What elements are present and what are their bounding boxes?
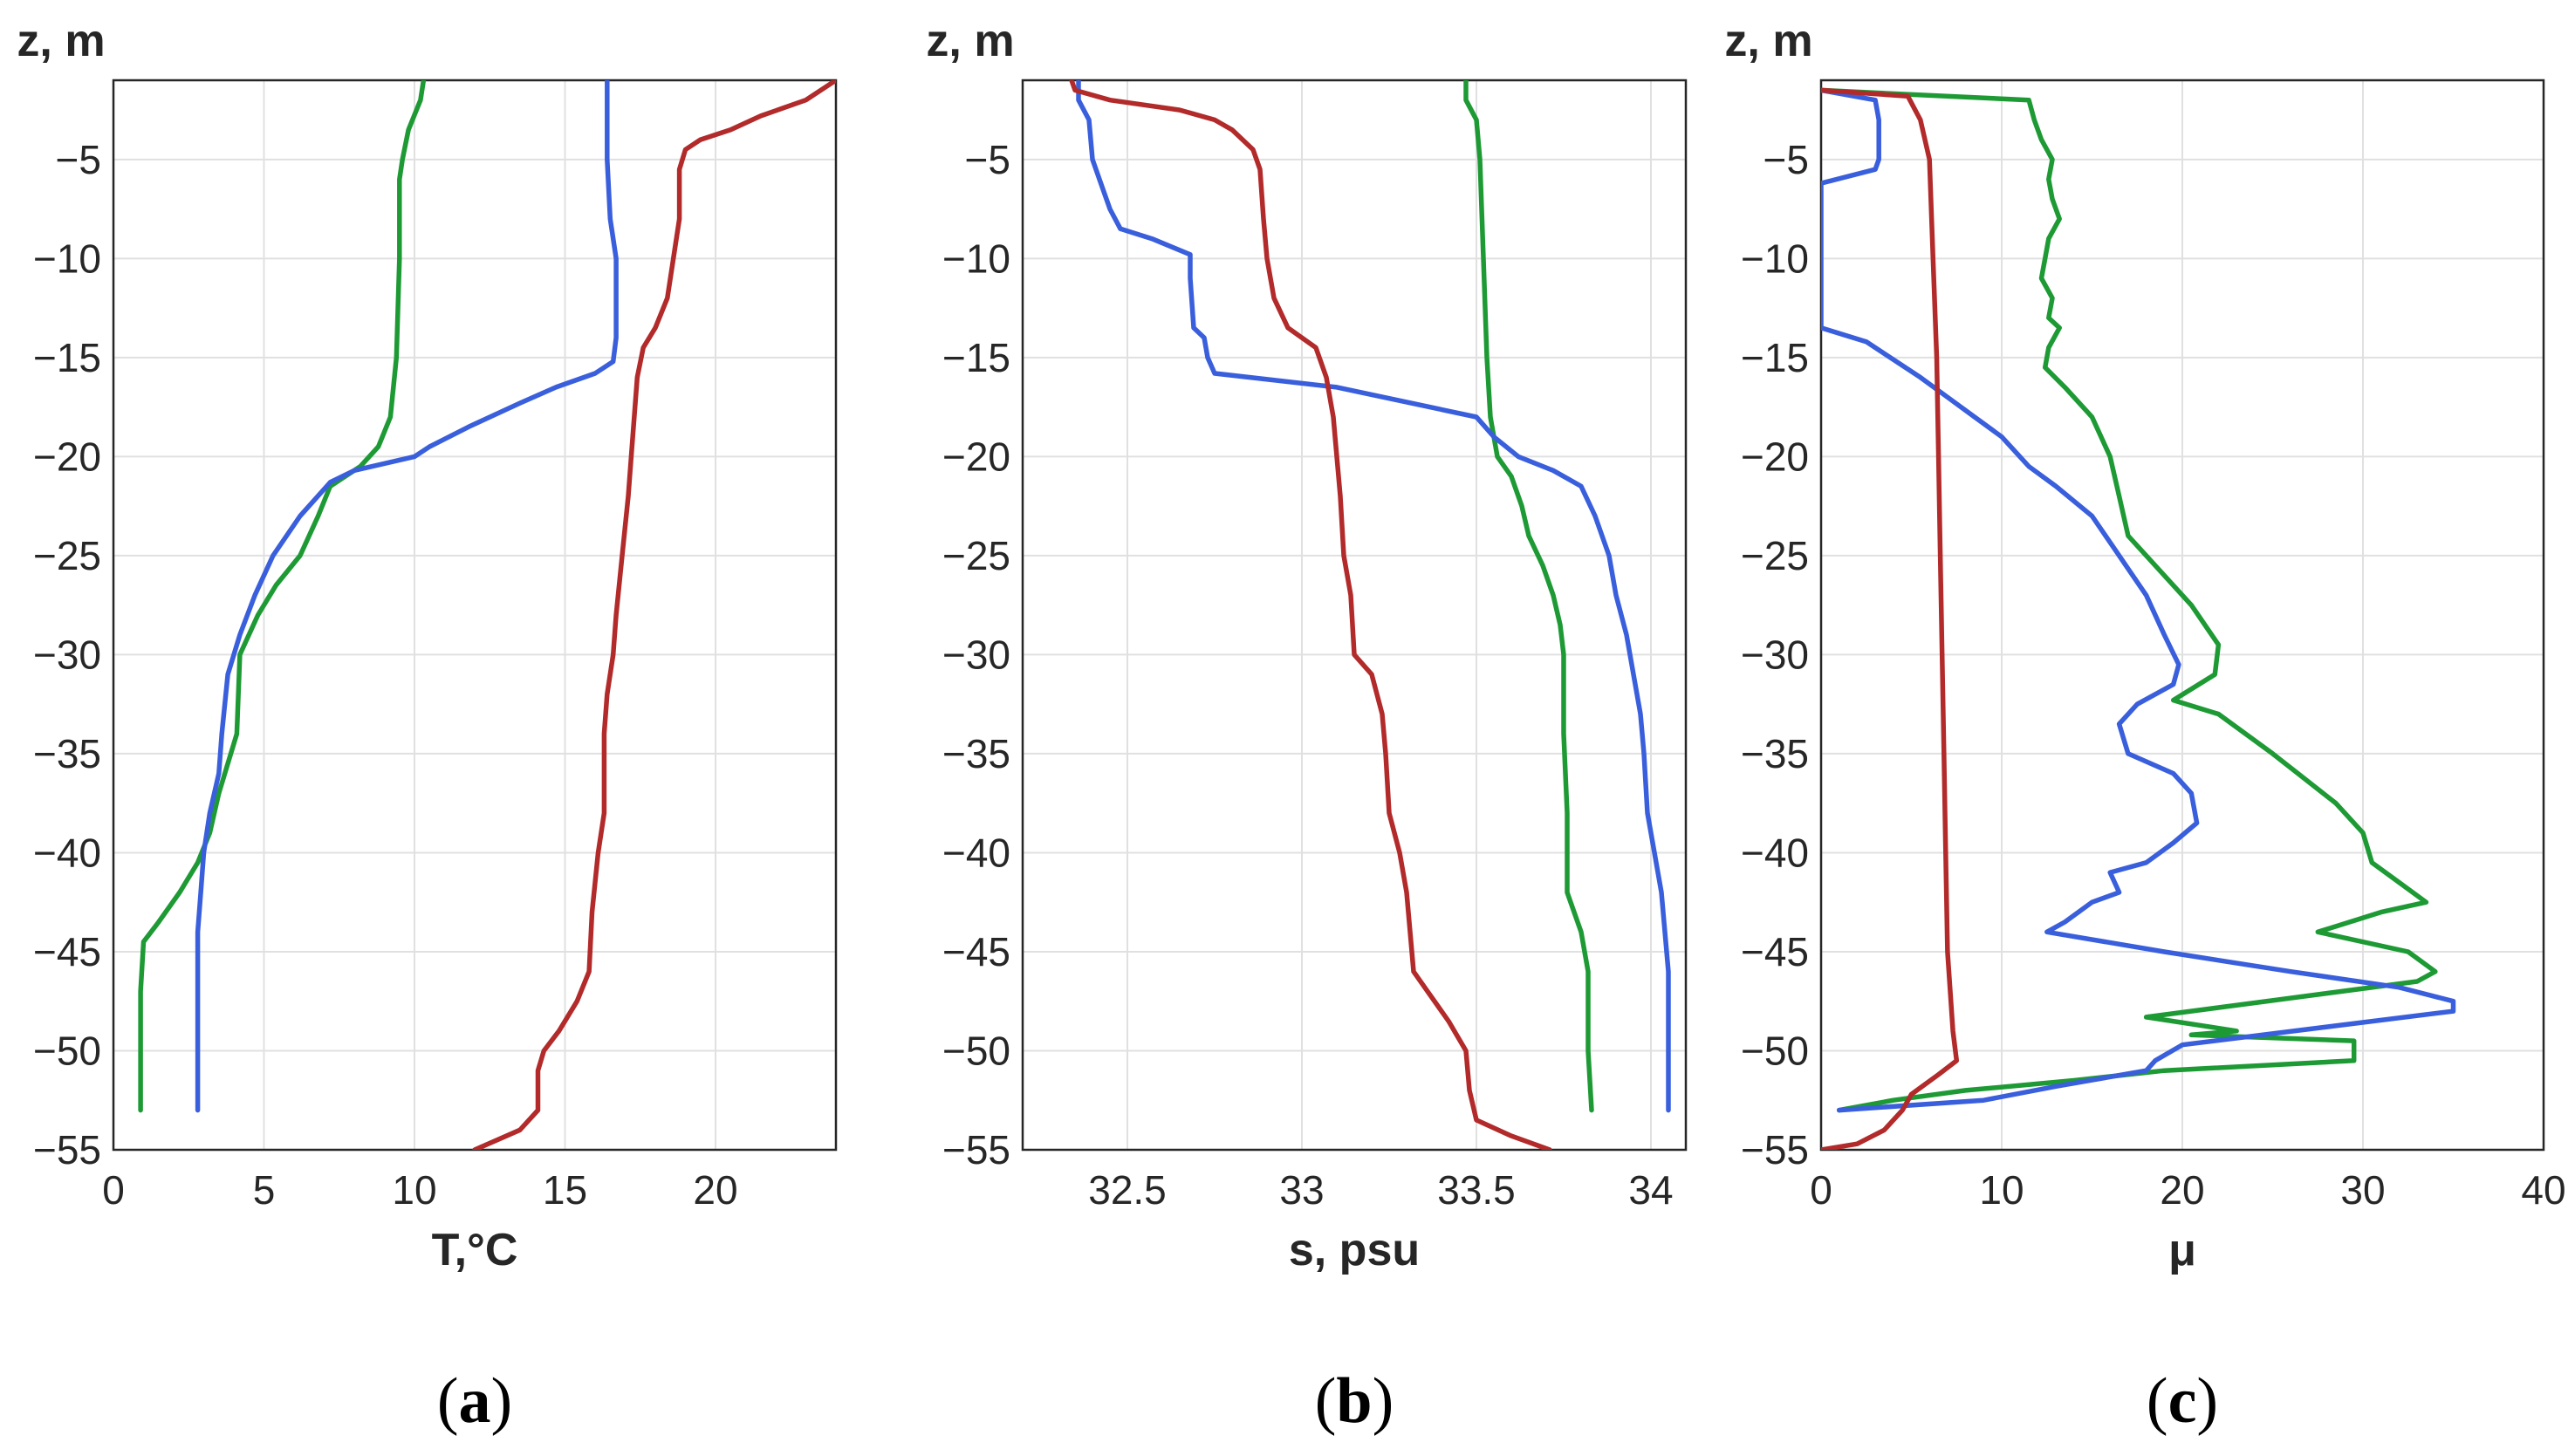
y-tick-label: −55 bbox=[942, 1127, 1010, 1172]
y-tick-label: −35 bbox=[1741, 731, 1809, 776]
y-tick-label: −5 bbox=[1763, 137, 1809, 182]
series-line-red bbox=[1069, 80, 1552, 1150]
y-tick-label: −15 bbox=[33, 335, 101, 380]
panel-caption: (c) bbox=[2147, 1365, 2218, 1437]
y-tick-label: −10 bbox=[942, 236, 1010, 281]
series-line-red bbox=[472, 80, 836, 1150]
x-tick-label: 40 bbox=[2521, 1167, 2565, 1213]
caption-open-paren: ( bbox=[2147, 1365, 2168, 1437]
y-axis-label: z, m bbox=[17, 16, 105, 66]
y-tick-label: −10 bbox=[33, 236, 101, 281]
panel-a: 0 5 10 15 20 −5 −10 −15 −20 −25 −30 −35 −40 −45 −50 −55… bbox=[17, 16, 838, 1437]
y-tick-label: −40 bbox=[33, 830, 101, 875]
y-tick-label: −20 bbox=[942, 434, 1010, 479]
y-tick-label: −45 bbox=[1741, 929, 1809, 974]
series-line-green bbox=[1821, 87, 2438, 1113]
y-tick-label: −55 bbox=[33, 1127, 101, 1172]
caption-close-paren: ) bbox=[491, 1365, 513, 1437]
y-tick-label: −30 bbox=[1741, 632, 1809, 677]
y-tick-label: −20 bbox=[33, 434, 101, 479]
plot-frame bbox=[1021, 79, 1688, 1152]
series-line-blue bbox=[1076, 80, 1671, 1113]
y-tick-label: −25 bbox=[942, 533, 1010, 578]
x-axis-label: T,°C bbox=[432, 1225, 518, 1275]
y-tick-label: −55 bbox=[1741, 1127, 1809, 1172]
plot-frame bbox=[112, 79, 838, 1152]
x-tick-label: 33 bbox=[1279, 1167, 1324, 1213]
y-tick-label: −5 bbox=[56, 137, 101, 182]
y-tick-label: −35 bbox=[942, 731, 1010, 776]
x-tick-label: 33.5 bbox=[1437, 1167, 1516, 1213]
y-axis-label: z, m bbox=[1724, 16, 1812, 66]
panel-caption: (a) bbox=[437, 1365, 512, 1437]
x-tick-label: 30 bbox=[2340, 1167, 2385, 1213]
panel-caption: (b) bbox=[1315, 1365, 1394, 1437]
y-axis-label: z, m bbox=[926, 16, 1014, 66]
y-tick-label: −25 bbox=[1741, 533, 1809, 578]
series-line-green bbox=[1463, 80, 1594, 1113]
caption-close-paren: ) bbox=[1373, 1365, 1394, 1437]
x-tick-label: 32.5 bbox=[1088, 1167, 1167, 1213]
x-tick-label: 10 bbox=[1979, 1167, 2024, 1213]
y-tick-label: −40 bbox=[942, 830, 1010, 875]
panel-b: 32.5 33 33.5 34 −5 −10 −15 −20 −25 −30 −35 −40 −45 −5… bbox=[926, 16, 1688, 1437]
caption-open-paren: ( bbox=[1315, 1365, 1337, 1437]
x-tick-label: 20 bbox=[2160, 1167, 2204, 1213]
x-axis-label: s, psu bbox=[1289, 1225, 1420, 1275]
x-axis-label: μ bbox=[2168, 1225, 2196, 1275]
series-line-green bbox=[138, 80, 427, 1113]
x-tick-label: 10 bbox=[392, 1167, 436, 1213]
x-tick-label: 0 bbox=[1810, 1167, 1832, 1213]
y-tick-label: −30 bbox=[942, 632, 1010, 677]
x-tick-label: 5 bbox=[253, 1167, 276, 1213]
caption-open-paren: ( bbox=[437, 1365, 459, 1437]
series-line-blue bbox=[195, 80, 619, 1113]
series-line-blue bbox=[1821, 87, 2456, 1113]
x-tick-label: 15 bbox=[543, 1167, 587, 1213]
y-tick-label: −50 bbox=[1741, 1028, 1809, 1073]
y-tick-label: −40 bbox=[1741, 830, 1809, 875]
y-tick-label: −45 bbox=[33, 929, 101, 974]
y-tick-label: −50 bbox=[33, 1028, 101, 1073]
y-tick-label: −20 bbox=[1741, 434, 1809, 479]
y-tick-label: −5 bbox=[965, 137, 1010, 182]
series-line-red bbox=[1821, 87, 1960, 1150]
y-tick-label: −45 bbox=[942, 929, 1010, 974]
x-tick-label: 20 bbox=[693, 1167, 737, 1213]
x-tick-label: 34 bbox=[1628, 1167, 1673, 1213]
x-tick-label: 0 bbox=[102, 1167, 125, 1213]
y-tick-label: −35 bbox=[33, 731, 101, 776]
y-tick-label: −30 bbox=[33, 632, 101, 677]
caption-close-paren: ) bbox=[2196, 1365, 2218, 1437]
y-tick-label: −50 bbox=[942, 1028, 1010, 1073]
y-tick-label: −10 bbox=[1741, 236, 1809, 281]
y-tick-label: −25 bbox=[33, 533, 101, 578]
plot-frame bbox=[1819, 79, 2545, 1152]
y-tick-label: −15 bbox=[942, 335, 1010, 380]
caption-letter: a bbox=[459, 1365, 491, 1437]
caption-letter: c bbox=[2168, 1365, 2197, 1437]
panel-c: 0 10 20 30 40 −5 −10 −15 −20 −25 −30 −35 −40 −45 −50 −5… bbox=[1724, 16, 2565, 1437]
y-tick-label: −15 bbox=[1741, 335, 1809, 380]
caption-letter: b bbox=[1336, 1365, 1372, 1437]
